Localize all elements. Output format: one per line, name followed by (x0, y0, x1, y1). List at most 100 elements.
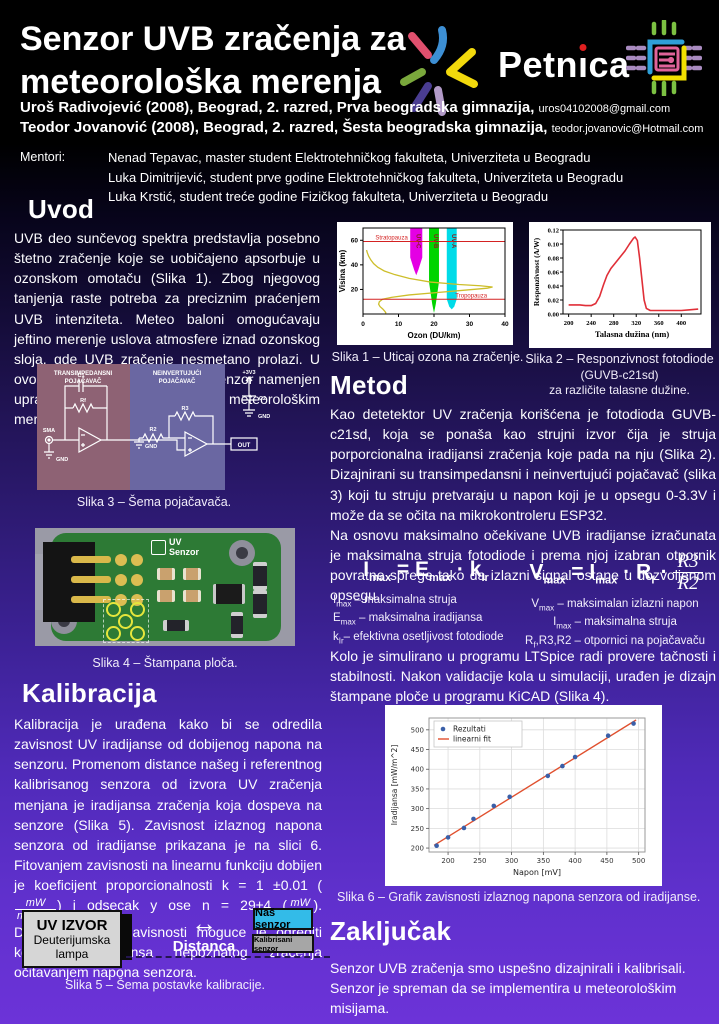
petnica-star-logo (400, 26, 478, 116)
pcb-smd-component (231, 612, 243, 638)
schematic-label: GND (145, 444, 157, 450)
uv-source-box: UV IZVOR Deuterijumska lampa (22, 910, 122, 968)
star-ray-lavender (434, 86, 446, 116)
svg-text:280: 280 (609, 320, 619, 327)
pcb-capacitor (183, 568, 201, 580)
svg-text:40: 40 (501, 321, 509, 328)
svg-text:UV-C: UV-C (414, 234, 420, 249)
uv-source-aperture (120, 914, 132, 960)
svg-text:0.06: 0.06 (548, 269, 560, 276)
pcb-via-outline (103, 599, 149, 643)
schematic-label: R2 (149, 427, 156, 433)
distance-dashed-line (126, 956, 330, 958)
svg-text:450: 450 (411, 746, 424, 754)
pcb-smd-component (163, 620, 189, 631)
title-line-2: meteorološka merenja (20, 62, 381, 101)
svg-text:350: 350 (537, 857, 550, 865)
schematic-label: +3V3 (243, 370, 256, 376)
metod-paragraph-1: Kao detetektor UV zračenja korišćena je … (330, 404, 716, 606)
schematic-label: C1 (77, 373, 84, 379)
author-line-1: Uroš Radivojević (2008), Beograd, 2. raz… (20, 99, 703, 116)
distance-label: Distanca (172, 938, 236, 955)
svg-text:0.10: 0.10 (548, 241, 559, 248)
pcb-mounting-hole (229, 540, 255, 566)
author-line-2: Teodor Jovanović (2008), Beograd, 2. raz… (20, 119, 703, 136)
ozone-chart-panel: Stratopauza Tropopauza UV-C UV-B UV-A 0 10 20 30… (337, 222, 513, 345)
calibration-setup-figure: UV IZVOR Deuterijumska lampa ↔ Distanca … (14, 906, 330, 972)
calibration-chart-panel: 200 250 300 350 400 450 500 200 250 300 350 400 450 5… (385, 705, 662, 886)
schematic-label: TRANSIMPEDANSNI (54, 371, 113, 377)
svg-text:240: 240 (586, 320, 596, 327)
svg-text:500: 500 (632, 857, 645, 865)
svg-text:400: 400 (411, 766, 424, 774)
svg-text:40: 40 (351, 262, 359, 269)
pcb-pad (115, 554, 127, 566)
svg-text:450: 450 (600, 857, 613, 865)
svg-text:Visina (km): Visina (km) (338, 249, 347, 292)
pcb-pad (131, 554, 143, 566)
legend-line: Emax – maksimalna iradijansa (333, 612, 483, 627)
schematic-label: NEINVERTUJUĆI (153, 369, 202, 377)
voltage-irradiance-chart: 200 250 300 350 400 450 500 200 250 300 350 400 450 5… (390, 717, 646, 877)
svg-text:200: 200 (441, 857, 454, 865)
pcb-silkscreen-chip-icon (151, 540, 166, 555)
chip-frame-yellow (651, 45, 687, 81)
photodiode-responsivity-chart: 200 240 280 320 360 400 0.00 0.02 0.04 0.06 0.08 0.… (532, 227, 702, 339)
author-2-email: teodor.jovanovic@Hotmail.com (551, 123, 704, 135)
svg-text:0.02: 0.02 (548, 297, 559, 304)
mentors-list: Nenad Tepavac, master student Elektroteh… (108, 148, 623, 207)
slika3-caption: Slika 3 – Šema pojačavača. (76, 495, 232, 509)
svg-text:320: 320 (631, 320, 641, 327)
our-sensor-box: Naš senzor (253, 907, 313, 931)
svg-text:200: 200 (411, 845, 424, 853)
metod-text: Kao detetektor UV zračenja korišćena je … (330, 406, 716, 523)
pcb-capacitor (157, 590, 175, 602)
schematic-label: SMA (43, 428, 55, 434)
chip-pins-green (651, 20, 677, 96)
schematic-label: POJAČAVAČ (159, 378, 196, 385)
schematic-label: GND (258, 414, 270, 420)
svg-text:UV-A: UV-A (450, 234, 456, 249)
fraction-r3-r2: R3 R2 (673, 552, 703, 594)
chip-core-pink (654, 46, 680, 72)
uv-source-subtitle: Deuterijumska (33, 933, 111, 948)
slika2-caption-line: za različite talasne dužine. (549, 382, 690, 397)
svg-text:Stratopauza: Stratopauza (375, 236, 408, 242)
svg-text:250: 250 (473, 857, 486, 865)
schematic-label: OUT (238, 443, 251, 449)
schematic-label: R3 (181, 406, 188, 412)
star-ray-blue (430, 26, 447, 64)
legend-line: kIr– efektivna osetljivost fotodiode (333, 630, 504, 645)
section-heading-zakljucak: Zaključak (330, 916, 452, 946)
uv-source-subtitle: lampa (55, 946, 89, 961)
equation-imax-legend: Imax – maksimalna struja Emax – maksimal… (333, 592, 533, 647)
mentors-label: Mentori: (20, 150, 66, 164)
svg-text:10: 10 (395, 321, 403, 328)
slika2-caption-line: Slika 2 – Responzivnost fotodiode (525, 352, 714, 366)
mentor-line: Nenad Tepavac, master student Elektroteh… (108, 150, 591, 165)
legend-line: Imax – maksimalna struja (333, 594, 457, 609)
metod-text: Na osnovu maksimalno očekivane UVB iradi… (330, 526, 716, 604)
metod-paragraph-2: Kolo je simulirano u programu LTSpice ra… (330, 648, 716, 705)
calibrated-sensor-box: Kalibrisani senzor (252, 934, 314, 953)
distance-arrow-icon: ↔ (191, 908, 217, 938)
pcb-connector-pin (71, 576, 111, 583)
pcb-smd-component (253, 590, 267, 618)
svg-text:0.00: 0.00 (548, 311, 559, 318)
svg-text:Ozon (DU/km): Ozon (DU/km) (408, 331, 461, 340)
svg-text:400: 400 (676, 320, 686, 327)
slika6-caption: Slika 6 – Grafik zavisnosti izlaznog nap… (337, 890, 701, 904)
noninverting-block (130, 364, 225, 490)
schematic-wires (44, 376, 258, 459)
electronics-chip-logo (626, 20, 702, 96)
svg-text:60: 60 (351, 238, 359, 245)
author-1-name: Uroš Radivojević (2008), Beograd, 2. raz… (20, 99, 535, 116)
pcb-connector-pin (71, 596, 111, 603)
pcb-ic-chip (213, 584, 245, 604)
svg-text:Tropopauza: Tropopauza (455, 293, 487, 299)
pcb-via (130, 626, 145, 641)
author-1-email: uros04102008@gmail.com (538, 103, 671, 115)
slika5-caption: Slika 5 – Šema postavke kalibracije. (64, 978, 266, 992)
ozone-altitude-chart: Stratopauza Tropopauza UV-C UV-B UV-A 0 10 20 30… (338, 227, 509, 340)
